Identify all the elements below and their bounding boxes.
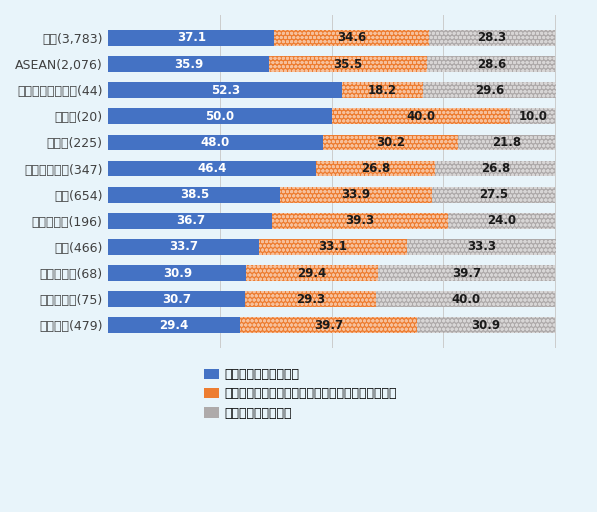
Bar (108, 82, 342, 98)
Text: 48.0: 48.0 (201, 136, 230, 149)
Bar (269, 56, 427, 72)
Bar (432, 187, 555, 203)
Bar (377, 291, 555, 307)
Text: 36.7: 36.7 (176, 215, 205, 227)
Text: 50.0: 50.0 (205, 110, 235, 123)
Bar (378, 265, 555, 281)
Bar (259, 239, 407, 255)
Text: 33.7: 33.7 (169, 241, 198, 253)
Text: 10.0: 10.0 (518, 110, 547, 123)
Text: 33.9: 33.9 (341, 188, 371, 201)
Text: 38.5: 38.5 (180, 188, 209, 201)
Text: 35.9: 35.9 (174, 57, 203, 71)
Bar (259, 239, 407, 255)
Text: 29.6: 29.6 (475, 84, 504, 97)
Bar (272, 213, 448, 229)
Bar (108, 291, 245, 307)
Bar (108, 30, 274, 46)
Bar (510, 109, 555, 124)
Bar (247, 265, 378, 281)
Bar (323, 135, 458, 151)
Bar (417, 317, 555, 333)
Text: 37.1: 37.1 (177, 31, 206, 45)
Bar (108, 239, 259, 255)
Legend: すでに取り組んでいる, まだ取り組んでいないが、今後取り組む予定がある, 取り組む予定はない: すでに取り組んでいる, まだ取り組んでいないが、今後取り組む予定がある, 取り組… (200, 365, 401, 423)
Bar (423, 82, 556, 98)
Bar (274, 30, 429, 46)
Text: 52.3: 52.3 (211, 84, 240, 97)
Bar (377, 291, 555, 307)
Bar (108, 187, 281, 203)
Bar (448, 213, 555, 229)
Bar (435, 161, 555, 177)
Bar (407, 239, 556, 255)
Bar (239, 317, 417, 333)
Text: 30.9: 30.9 (472, 319, 501, 332)
Text: 18.2: 18.2 (368, 84, 397, 97)
Bar (378, 265, 555, 281)
Bar (316, 161, 435, 177)
Text: 29.3: 29.3 (296, 293, 325, 306)
Text: 39.3: 39.3 (346, 215, 375, 227)
Bar (432, 187, 555, 203)
Text: 39.7: 39.7 (314, 319, 343, 332)
Bar (458, 135, 555, 151)
Text: 40.0: 40.0 (451, 293, 481, 306)
Bar (245, 291, 377, 307)
Text: 40.0: 40.0 (407, 110, 436, 123)
Text: 29.4: 29.4 (159, 319, 189, 332)
Bar (239, 317, 417, 333)
Text: 30.7: 30.7 (162, 293, 192, 306)
Bar (332, 109, 510, 124)
Bar (423, 82, 556, 98)
Bar (108, 56, 269, 72)
Bar (108, 161, 316, 177)
Text: 33.3: 33.3 (467, 241, 496, 253)
Bar (458, 135, 555, 151)
Bar (342, 82, 423, 98)
Bar (427, 56, 555, 72)
Text: 35.5: 35.5 (334, 57, 363, 71)
Text: 30.9: 30.9 (163, 267, 192, 280)
Text: 28.3: 28.3 (478, 31, 506, 45)
Bar (510, 109, 555, 124)
Bar (108, 213, 272, 229)
Text: 26.8: 26.8 (361, 162, 390, 175)
Bar (429, 30, 555, 46)
Bar (417, 317, 555, 333)
Bar (427, 56, 555, 72)
Bar (407, 239, 556, 255)
Text: 34.6: 34.6 (337, 31, 366, 45)
Text: 28.6: 28.6 (476, 57, 506, 71)
Text: 27.5: 27.5 (479, 188, 508, 201)
Bar (281, 187, 432, 203)
Text: 26.8: 26.8 (481, 162, 510, 175)
Text: 29.4: 29.4 (297, 267, 327, 280)
Bar (108, 135, 323, 151)
Bar (108, 109, 332, 124)
Text: 39.7: 39.7 (452, 267, 481, 280)
Bar (332, 109, 510, 124)
Bar (274, 30, 429, 46)
Text: 21.8: 21.8 (492, 136, 521, 149)
Bar (108, 317, 239, 333)
Bar (108, 265, 247, 281)
Text: 33.1: 33.1 (318, 241, 347, 253)
Bar (272, 213, 448, 229)
Bar (435, 161, 555, 177)
Bar (342, 82, 423, 98)
Bar (448, 213, 555, 229)
Text: 30.2: 30.2 (376, 136, 405, 149)
Bar (429, 30, 555, 46)
Bar (245, 291, 377, 307)
Text: 24.0: 24.0 (487, 215, 516, 227)
Bar (323, 135, 458, 151)
Bar (269, 56, 427, 72)
Bar (281, 187, 432, 203)
Bar (316, 161, 435, 177)
Bar (247, 265, 378, 281)
Text: 46.4: 46.4 (197, 162, 227, 175)
